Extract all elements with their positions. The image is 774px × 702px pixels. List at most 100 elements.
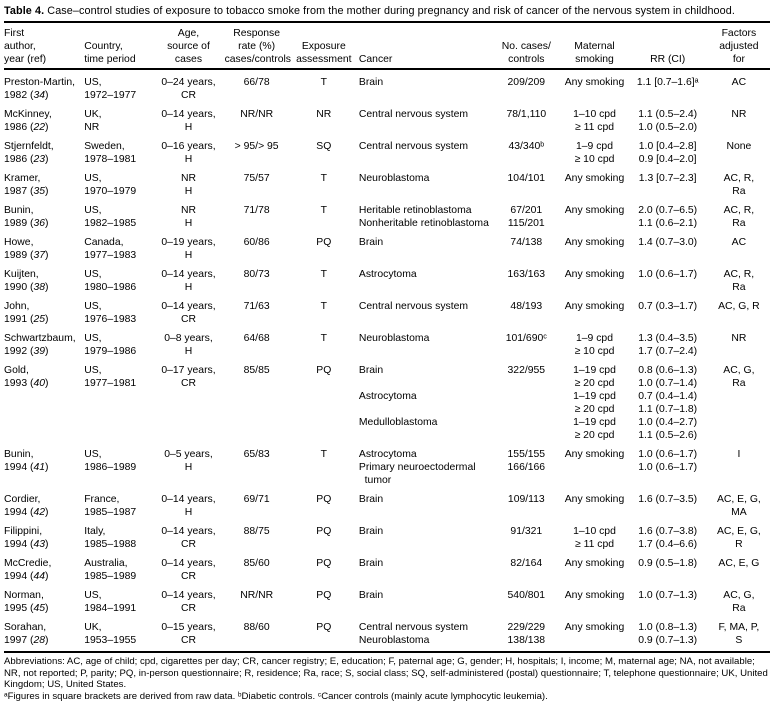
rr-value: 1.6 (0.7–3.5) xyxy=(628,493,708,506)
rr-cell: 2.0 (0.7–6.5)1.1 (0.6–2.1) xyxy=(628,198,708,230)
adjusted-value: MA xyxy=(708,506,770,519)
rr-value: 1.1 (0.6–2.1) xyxy=(628,217,708,230)
study-ref-number: 43 xyxy=(33,539,45,550)
adjusted-cell: I xyxy=(708,442,770,487)
study-age: 0–16 years, xyxy=(152,140,224,153)
cases-value: 48/193 xyxy=(491,300,561,313)
author-cell: McCredie,1994 (44) xyxy=(4,551,84,583)
smoking-value: 1–19 cpd xyxy=(561,364,627,377)
study-time-period: 1986–1989 xyxy=(84,461,152,474)
smoking-value: 1–19 cpd xyxy=(561,416,627,429)
smoking-cell: 1–10 cpd≥ 11 cpd xyxy=(561,102,627,134)
age-source-cell: 0–5 years,H xyxy=(152,442,224,487)
exposure-cell: SQ xyxy=(289,134,359,166)
study-year-ref: 1994 (41) xyxy=(4,461,84,474)
cancer-cell: Neuroblastoma xyxy=(359,326,491,358)
rr-value: 1.7 (0.7–2.4) xyxy=(628,345,708,358)
study-exposure-assessment: T xyxy=(289,332,359,345)
cancer-cell: Brain xyxy=(359,519,491,551)
study-year-ref: 1989 (37) xyxy=(4,249,84,262)
cases-cell: 101/690ᶜ xyxy=(491,326,561,358)
col-header-response: Response rate (%) cases/controls xyxy=(225,22,289,69)
cancer-value: Brain xyxy=(359,493,491,506)
study-response-rate: > 95/> 95 xyxy=(225,140,289,153)
study-case-source: CR xyxy=(152,89,224,102)
study-time-period: 1985–1987 xyxy=(84,506,152,519)
study-age: NR xyxy=(152,172,224,185)
age-source-cell: 0–19 years,H xyxy=(152,230,224,262)
smoking-value xyxy=(561,281,627,294)
smoking-cell: Any smoking xyxy=(561,166,627,198)
cases-cell: 74/138 xyxy=(491,230,561,262)
adjusted-value xyxy=(708,474,770,487)
rr-value: 1.6 (0.7–3.8) xyxy=(628,525,708,538)
col-header-country: Country, time period xyxy=(84,22,152,69)
rr-value: 1.0 (0.4–2.7) xyxy=(628,416,708,429)
table-footnotes: Abbreviations: AC, age of child; cpd, ci… xyxy=(4,653,770,702)
study-response-rate: 85/85 xyxy=(225,364,289,377)
col-header-response-line: Response xyxy=(225,27,289,40)
study-ref-number: 22 xyxy=(33,122,45,133)
cases-cell: 104/101 xyxy=(491,166,561,198)
col-header-rr: RR (CI) xyxy=(628,22,708,69)
cases-cell: 91/321 xyxy=(491,519,561,551)
cancer-value xyxy=(359,377,491,390)
col-header-cases-line: controls xyxy=(491,53,561,66)
smoking-value xyxy=(561,634,627,647)
smoking-value: Any smoking xyxy=(561,268,627,281)
adjusted-value: AC, R, xyxy=(708,172,770,185)
adjusted-value: AC, G, xyxy=(708,589,770,602)
study-case-source: CR xyxy=(152,570,224,583)
cancer-value: Neuroblastoma xyxy=(359,332,491,345)
study-year-text: 1997 ( xyxy=(4,635,33,646)
study-ref-number: 40 xyxy=(33,378,45,389)
study-response-rate: 75/57 xyxy=(225,172,289,185)
study-time-period: 1977–1983 xyxy=(84,249,152,262)
author-cell: Preston-Martin,1982 (34) xyxy=(4,69,84,102)
adjusted-value: NR xyxy=(708,332,770,345)
country-cell: US,1980–1986 xyxy=(84,262,152,294)
adjusted-cell: AC, G, R xyxy=(708,294,770,326)
study-year-text: ) xyxy=(45,154,48,165)
study-year-text: ) xyxy=(45,539,48,550)
age-source-cell: 0–8 years,H xyxy=(152,326,224,358)
adjusted-cell: AC, R,Ra xyxy=(708,166,770,198)
response-rate-cell: 60/86 xyxy=(225,230,289,262)
cases-value xyxy=(491,403,561,416)
response-rate-cell: 65/83 xyxy=(225,442,289,487)
response-rate-cell: 71/78 xyxy=(225,198,289,230)
cancer-value: Astrocytoma xyxy=(359,448,491,461)
study-case-source: CR xyxy=(152,538,224,551)
smoking-value: ≥ 20 cpd xyxy=(561,429,627,442)
country-cell: Australia,1985–1989 xyxy=(84,551,152,583)
cancer-value: tumor xyxy=(359,474,491,487)
exposure-cell: PQ xyxy=(289,615,359,652)
adjusted-value: AC, G, xyxy=(708,364,770,377)
study-exposure-assessment: PQ xyxy=(289,621,359,634)
rr-cell: 1.1 (0.5–2.4)1.0 (0.5–2.0) xyxy=(628,102,708,134)
study-case-source: H xyxy=(152,217,224,230)
col-header-author-line: First xyxy=(4,27,84,40)
cancer-cell: Brain xyxy=(359,69,491,102)
study-year-ref: 1994 (44) xyxy=(4,570,84,583)
smoking-value: Any smoking xyxy=(561,300,627,313)
col-header-age: Age, source of cases xyxy=(152,22,224,69)
study-exposure-assessment: PQ xyxy=(289,525,359,538)
response-rate-cell: > 95/> 95 xyxy=(225,134,289,166)
study-year-text: 1995 ( xyxy=(4,603,33,614)
cases-cell: 322/955 xyxy=(491,358,561,442)
smoking-value: ≥ 20 cpd xyxy=(561,377,627,390)
study-age: 0–14 years, xyxy=(152,268,224,281)
study-age: 0–14 years, xyxy=(152,589,224,602)
col-header-age-line: source of xyxy=(152,40,224,53)
cancer-value xyxy=(359,345,491,358)
smoking-value: 1–10 cpd xyxy=(561,108,627,121)
cases-value xyxy=(491,416,561,429)
col-header-country-line: Country, xyxy=(84,40,152,53)
